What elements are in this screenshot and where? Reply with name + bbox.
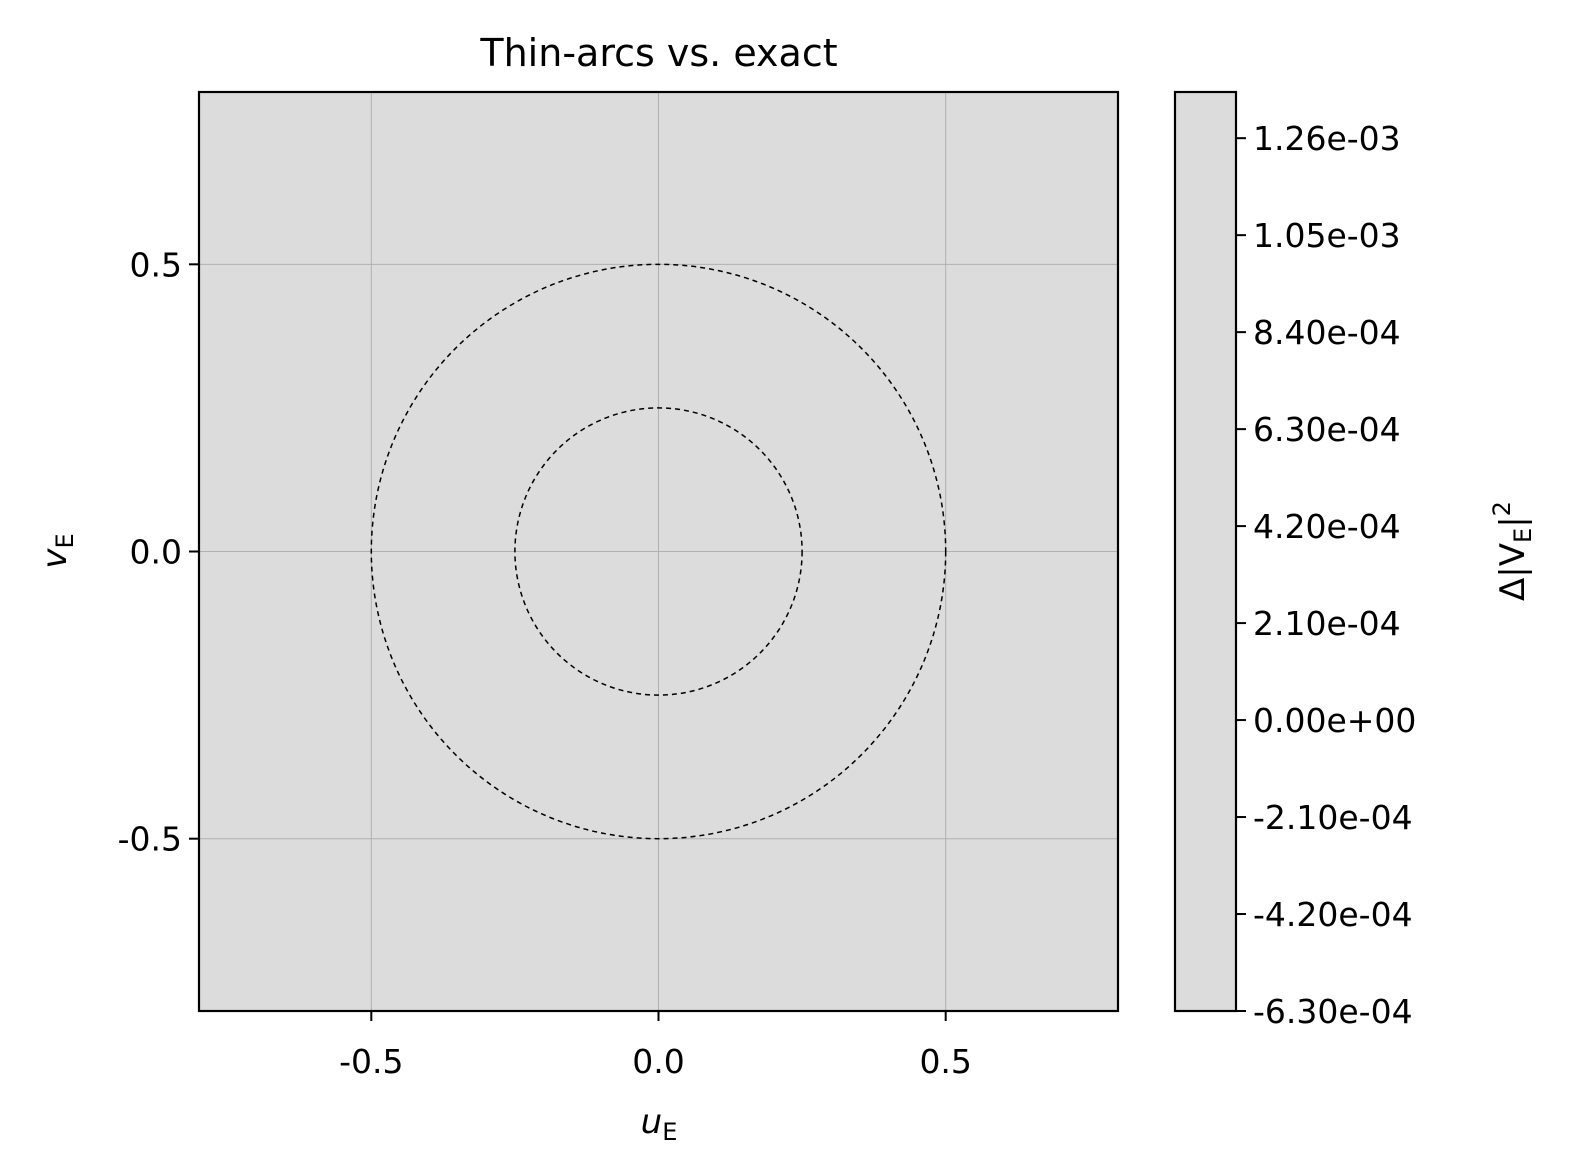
x-tick-label: 0.5 (919, 1042, 971, 1081)
colorbar: 1.26e-03 1.05e-03 8.40e-04 6.30e-04 4.20e-04… (1173, 90, 1416, 1031)
main-axes: -0.5 0.0 0.5 0.5 0.0 -0.5 (118, 90, 1120, 1081)
x-tick-label: 0.0 (632, 1042, 684, 1081)
y-tick-label: 0.5 (130, 245, 182, 284)
colorbar-tick-label: 8.40e-04 (1253, 313, 1401, 352)
colorbar-tick-label: -2.10e-04 (1253, 798, 1413, 837)
colorbar-tick-label: -4.20e-04 (1253, 895, 1413, 934)
colorbar-label: Δ|VE|2 (1488, 501, 1537, 601)
y-axis-label: vE (35, 533, 79, 568)
y-tick-label: -0.5 (118, 820, 182, 859)
y-axis-ticks: 0.5 0.0 -0.5 (118, 245, 199, 859)
colorbar-tick-label: 1.05e-03 (1253, 216, 1401, 255)
colorbar-tick-label: -6.30e-04 (1253, 992, 1413, 1031)
reference-circle (370, 263, 947, 840)
x-axis-label: uE (641, 1102, 678, 1146)
colorbar-tick-label: 0.00e+00 (1253, 701, 1416, 740)
colorbar-tick-label: 4.20e-04 (1253, 507, 1401, 546)
colorbar-ticks: 1.26e-03 1.05e-03 8.40e-04 6.30e-04 4.20e-04… (1236, 119, 1416, 1031)
x-tick-label: -0.5 (339, 1042, 403, 1081)
y-tick-label: 0.0 (130, 533, 182, 572)
colorbar-tick-label: 1.26e-03 (1253, 119, 1401, 158)
colorbar-tick-label: 6.30e-04 (1253, 410, 1401, 449)
x-axis-ticks: -0.5 0.0 0.5 (339, 1011, 972, 1081)
chart-title: Thin-arcs vs. exact (479, 31, 837, 75)
reference-circle (514, 407, 803, 696)
colorbar-frame (1173, 90, 1238, 1013)
reference-circles (370, 263, 947, 840)
colorbar-gradient (1175, 92, 1236, 1011)
colorbar-tick-label: 2.10e-04 (1253, 604, 1401, 643)
